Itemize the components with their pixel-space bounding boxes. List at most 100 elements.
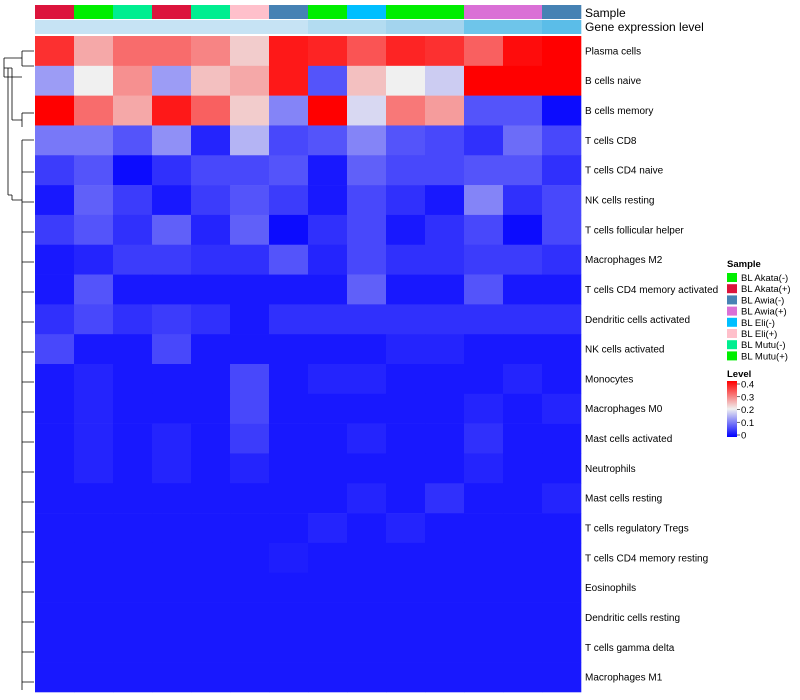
- heatmap-cell: [503, 393, 543, 424]
- heatmap-cell: [191, 393, 231, 424]
- heatmap-cell: [35, 423, 75, 454]
- row-label: T cells CD8: [585, 136, 637, 147]
- heatmap-cell: [230, 36, 270, 67]
- heatmap-cell: [308, 423, 348, 454]
- heatmap-cell: [152, 483, 192, 514]
- heatmap-cell: [191, 483, 231, 514]
- row-label: B cells memory: [585, 106, 653, 117]
- heatmap-cell: [191, 572, 231, 603]
- heatmap-cell: [74, 125, 114, 156]
- row-label: Mast cells activated: [585, 434, 672, 445]
- heatmap-cell: [74, 453, 114, 484]
- heatmap-cell: [542, 95, 582, 126]
- heatmap-cell: [113, 65, 153, 96]
- heatmap-cell: [152, 602, 192, 633]
- row-label: Dendritic cells resting: [585, 613, 680, 624]
- heatmap-cell: [308, 155, 348, 186]
- row-label: T cells regulatory Tregs: [585, 524, 689, 535]
- heatmap-cell: [464, 542, 504, 574]
- heatmap-cell: [425, 155, 465, 186]
- heatmap-cell: [308, 483, 348, 514]
- heatmap-cell: [113, 364, 153, 395]
- heatmap-cell: [464, 334, 504, 365]
- heatmap-cell: [230, 334, 270, 365]
- column-annotations: [35, 5, 582, 34]
- heatmap-cell: [464, 602, 504, 633]
- level-color-bar: [727, 381, 737, 437]
- heatmap-cell: [113, 632, 153, 663]
- heatmap-cell: [230, 602, 270, 633]
- heatmap-cell: [113, 185, 153, 216]
- heatmap-cell: [503, 155, 543, 186]
- heatmap-cell: [308, 632, 348, 663]
- heatmap-cell: [74, 155, 114, 186]
- heatmap-cell: [230, 244, 270, 275]
- heatmap-cell: [347, 244, 387, 275]
- heatmap-cell: [503, 364, 543, 395]
- heatmap-cell: [503, 36, 543, 67]
- heatmap-cell: [269, 393, 309, 424]
- heatmap-cell: [386, 423, 426, 454]
- heatmap-cell: [464, 483, 504, 514]
- heatmap-cell: [425, 65, 465, 96]
- heatmap-cell: [269, 602, 309, 633]
- heatmap-cell: [191, 95, 231, 126]
- heatmap-cell: [152, 65, 192, 96]
- sample-annotation-cell: [269, 5, 309, 19]
- sample-legend-swatch: [727, 329, 737, 338]
- heatmap-cell: [347, 393, 387, 424]
- heatmap-cell: [113, 483, 153, 514]
- heatmap-cell: [191, 542, 231, 574]
- row-label: T cells CD4 memory resting: [585, 553, 708, 564]
- level-annotation-cell: [113, 20, 153, 34]
- heatmap-cell: [269, 542, 309, 574]
- level-annotation-cell: [425, 20, 465, 34]
- heatmap-cell: [191, 334, 231, 365]
- heatmap-cell: [152, 542, 192, 574]
- heatmap-cell: [74, 185, 114, 216]
- heatmap-cell: [230, 542, 270, 574]
- heatmap-cell: [269, 244, 309, 275]
- heatmap-cell: [113, 214, 153, 246]
- heatmap-cell: [230, 513, 270, 544]
- heatmap-cell: [425, 95, 465, 126]
- sample-legend-swatch: [727, 340, 737, 350]
- heatmap-cell: [308, 453, 348, 484]
- heatmap-cell: [308, 125, 348, 156]
- heatmap-cell: [191, 244, 231, 275]
- level-legend-tick-label: 0.1: [741, 418, 754, 429]
- heatmap-cell: [542, 274, 582, 305]
- heatmap-cell: [347, 572, 387, 603]
- heatmap-cell: [269, 423, 309, 454]
- heatmap-cell: [113, 602, 153, 633]
- heatmap-cell: [308, 244, 348, 275]
- heatmap-cell: [386, 95, 426, 126]
- heatmap-cell: [269, 334, 309, 365]
- heatmap-cell: [347, 632, 387, 663]
- heatmap-cell: [503, 274, 543, 305]
- heatmap-cell: [425, 542, 465, 574]
- heatmap-cell: [464, 364, 504, 395]
- sample-annotation-cell: [152, 5, 192, 19]
- level-annotation-cell: [35, 20, 75, 34]
- heatmap-cell: [464, 393, 504, 424]
- sample-annotation-cell: [113, 5, 153, 19]
- sample-legend-label: BL Awia(-): [741, 295, 784, 306]
- heatmap-cell: [464, 214, 504, 246]
- heatmap-cell: [35, 155, 75, 186]
- heatmap-cell: [230, 572, 270, 603]
- row-label: B cells naive: [585, 76, 642, 87]
- heatmap-cell: [269, 185, 309, 216]
- heatmap-cell: [503, 95, 543, 126]
- heatmap-cell: [269, 483, 309, 514]
- heatmap-cell: [386, 662, 426, 693]
- heatmap-cell: [308, 572, 348, 603]
- heatmap-cell: [542, 423, 582, 454]
- heatmap-cell: [386, 274, 426, 305]
- sample-legend-swatch: [727, 284, 737, 294]
- heatmap-cell: [269, 95, 309, 126]
- sample-legend-label: BL Eli(-): [741, 318, 775, 329]
- heatmap-cell: [464, 95, 504, 126]
- heatmap-cell: [425, 185, 465, 216]
